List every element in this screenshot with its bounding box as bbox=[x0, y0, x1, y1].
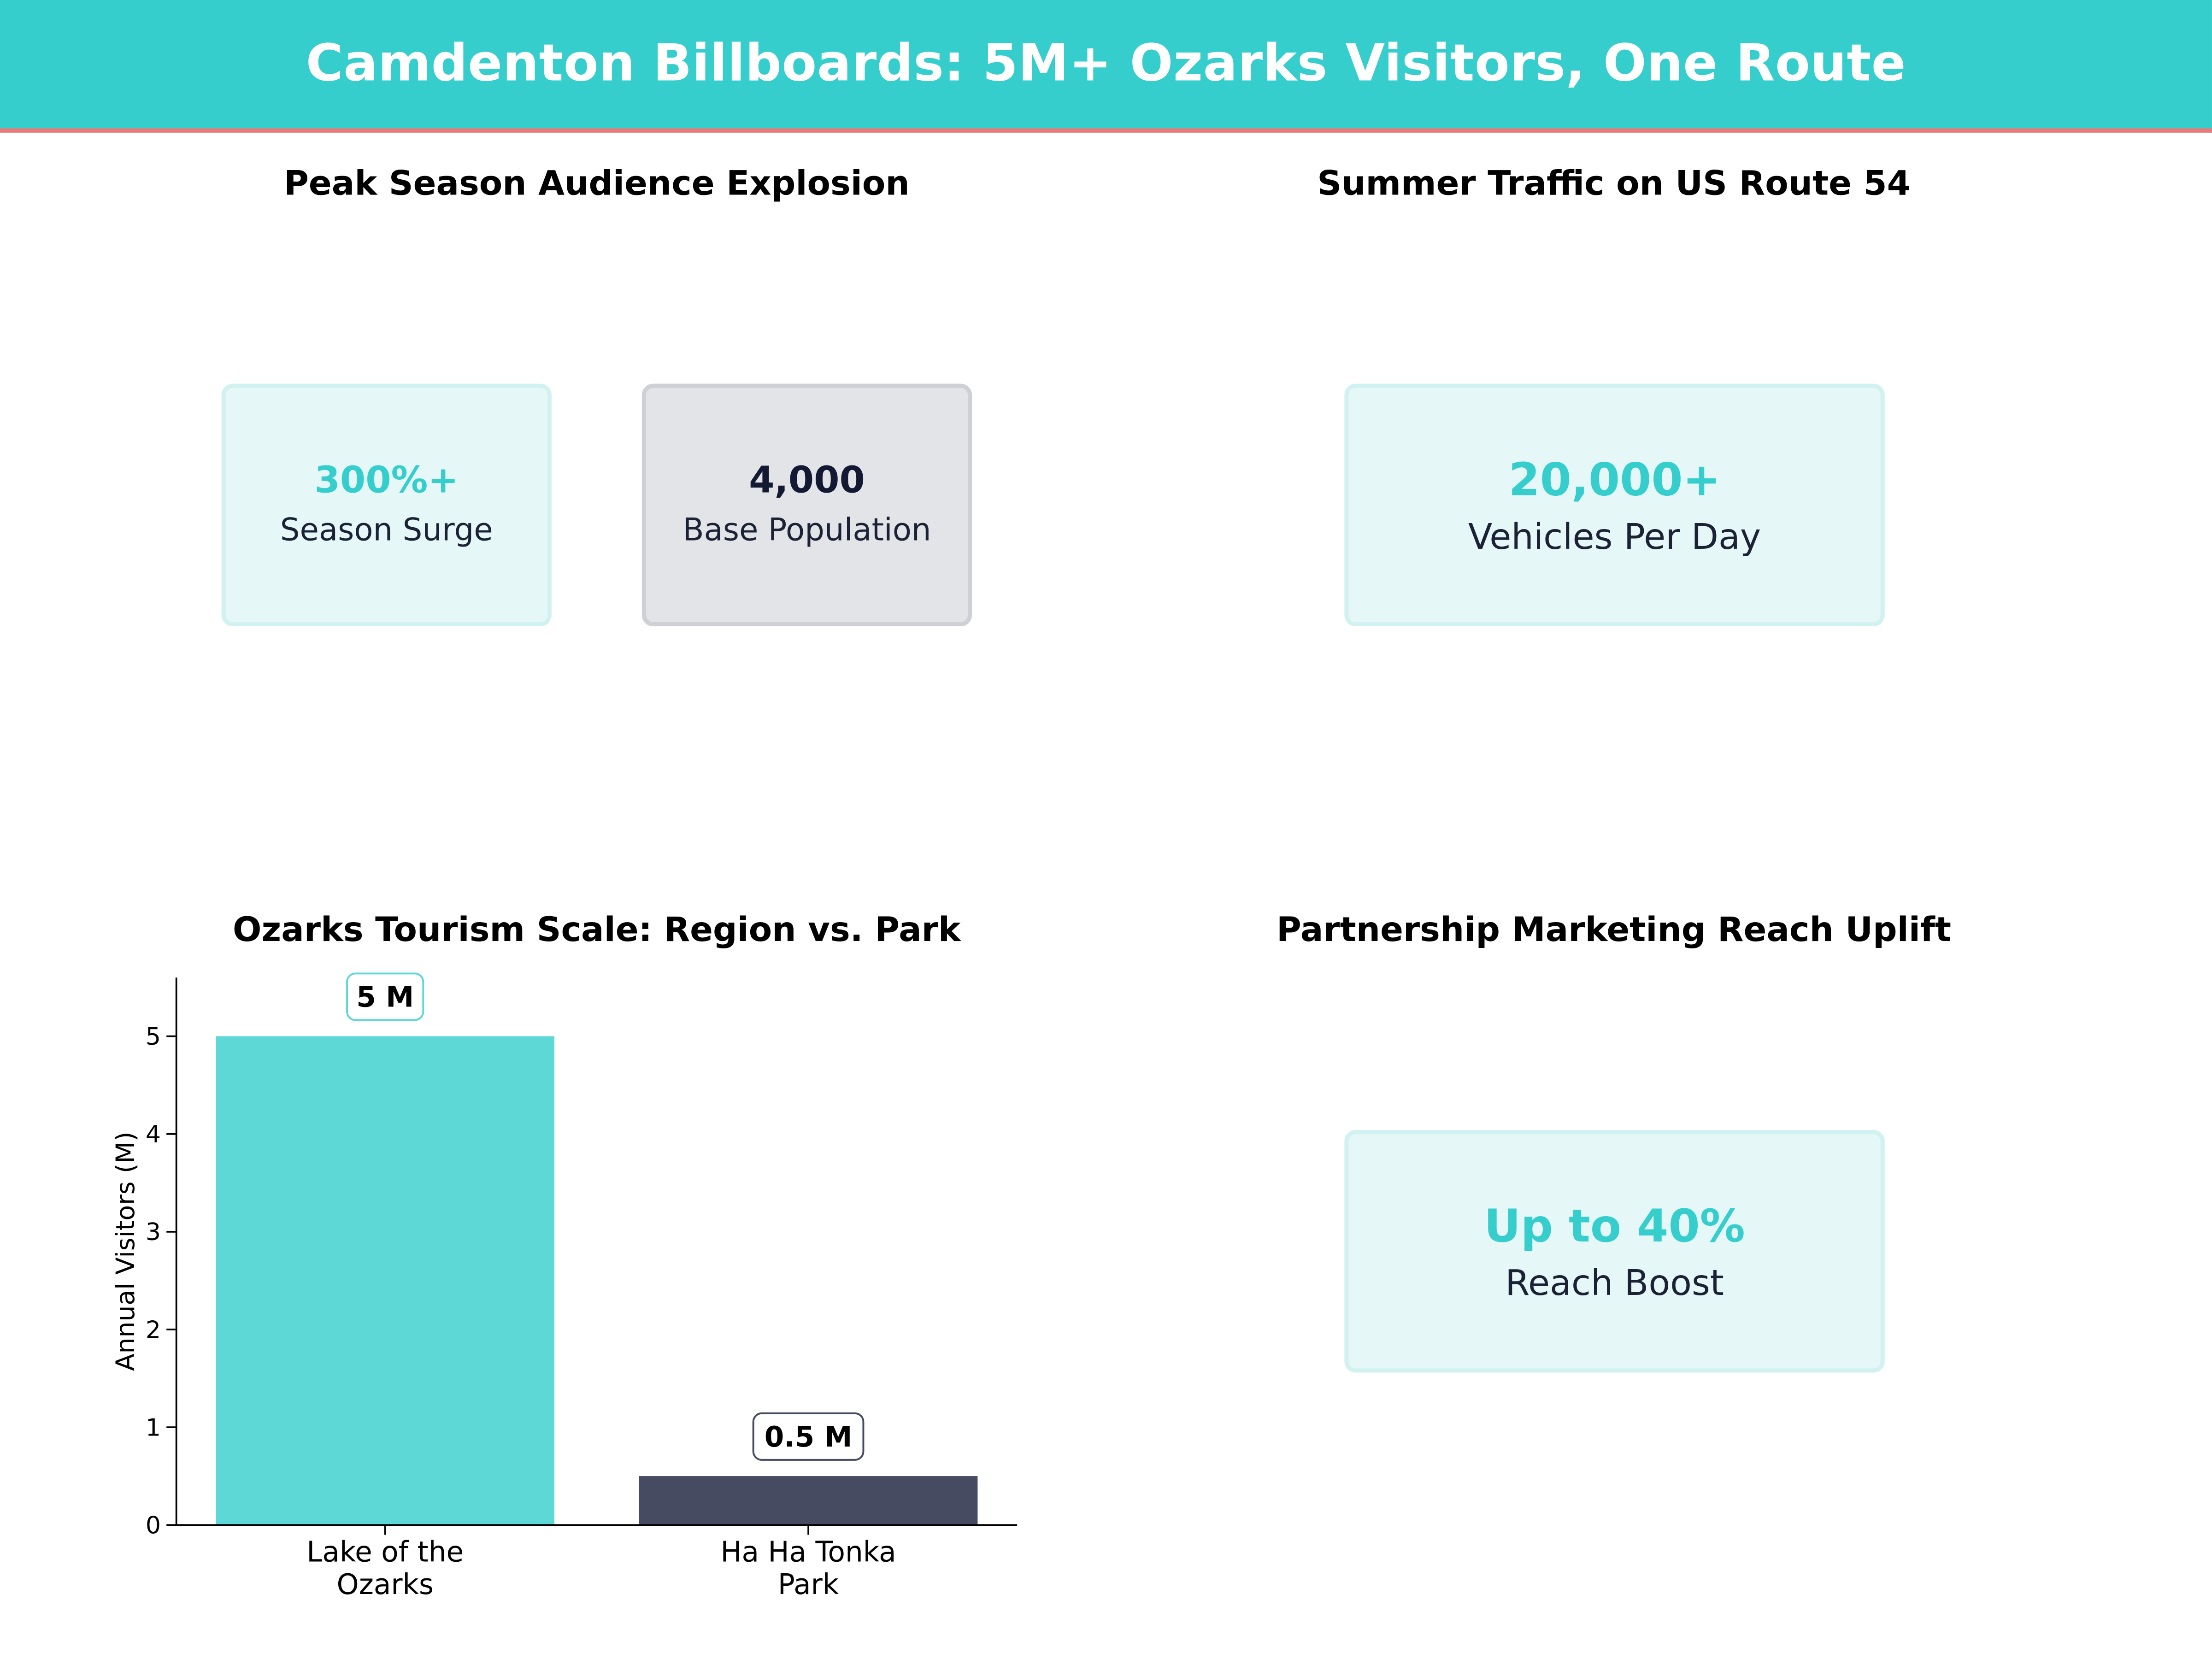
season-surge-label: Season Surge bbox=[280, 513, 493, 549]
y-tick-label-2: 2 bbox=[146, 1316, 161, 1344]
title-banner: Camdenton Billboards: 5M+ Ozarks Visitor… bbox=[0, 0, 2212, 133]
vehicles-per-day-card: 20,000+ Vehicles Per Day bbox=[1344, 383, 1885, 627]
season-surge-card: 300%+ Season Surge bbox=[221, 383, 552, 627]
vehicles-per-day-label: Vehicles Per Day bbox=[1468, 515, 1761, 557]
x-tick-label-1-1: Park bbox=[778, 1568, 839, 1601]
base-population-card: 4,000 Base Population bbox=[641, 383, 972, 627]
partnership-title: Partnership Marketing Reach Uplift bbox=[1276, 910, 1952, 950]
value-label-0: 5 M bbox=[356, 981, 414, 1013]
season-surge-value: 300%+ bbox=[314, 459, 459, 502]
base-population-value: 4,000 bbox=[749, 459, 865, 502]
y-tick-label-5: 5 bbox=[146, 1023, 161, 1051]
x-tick-label-0-1: Ozarks bbox=[337, 1568, 434, 1601]
value-label-box-0 bbox=[346, 972, 424, 1021]
x-tick-label-1-0: Ha Ha Tonka bbox=[720, 1536, 896, 1569]
y-tick-label-3: 3 bbox=[146, 1218, 161, 1246]
tourism-chart-title: Ozarks Tourism Scale: Region vs. Park bbox=[232, 910, 961, 950]
reach-boost-label: Reach Boost bbox=[1505, 1262, 1724, 1303]
vehicles-per-day-value: 20,000+ bbox=[1508, 452, 1721, 506]
traffic-title: Summer Traffic on US Route 54 bbox=[1317, 164, 1911, 203]
base-population-label: Base Population bbox=[682, 513, 931, 549]
y-axis-label: Annual Visitors (M) bbox=[111, 1132, 140, 1371]
peak-season-title: Peak Season Audience Explosion bbox=[284, 164, 910, 203]
bar-1 bbox=[639, 1476, 978, 1525]
bar-0 bbox=[216, 1036, 555, 1525]
page-title: Camdenton Billboards: 5M+ Ozarks Visitor… bbox=[306, 35, 1906, 94]
value-label-1: 0.5 M bbox=[765, 1421, 853, 1453]
reach-boost-card: Up to 40% Reach Boost bbox=[1344, 1130, 1885, 1373]
reach-boost-value: Up to 40% bbox=[1484, 1198, 1745, 1252]
y-tick-label-0: 0 bbox=[146, 1512, 161, 1540]
x-tick-label-0-0: Lake of the bbox=[306, 1536, 464, 1569]
y-tick-label-4: 4 bbox=[146, 1121, 161, 1148]
y-tick-label-1: 1 bbox=[146, 1414, 161, 1441]
value-label-box-1 bbox=[752, 1412, 865, 1461]
